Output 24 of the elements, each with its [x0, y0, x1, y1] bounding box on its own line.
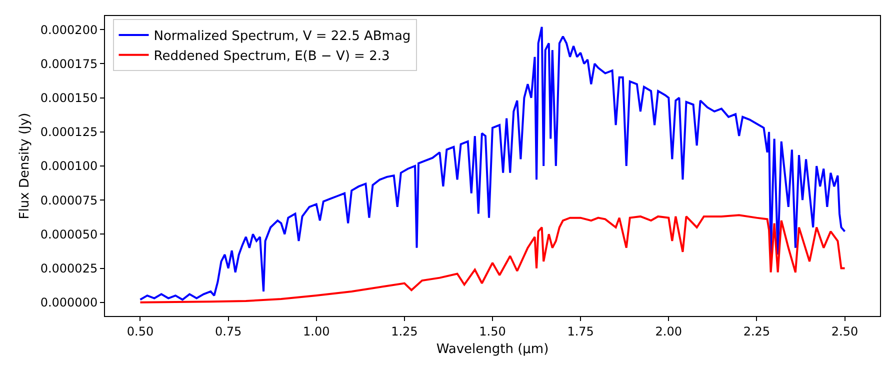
x-tick-label: 1.50 — [479, 324, 506, 338]
x-tick-label: 2.50 — [831, 324, 858, 338]
x-axis-title: Wavelength (μm) — [436, 342, 549, 357]
x-tick-label: 1.25 — [391, 324, 418, 338]
y-tick-label: 0.000025 — [40, 261, 98, 276]
x-tick-label: 1.75 — [567, 324, 594, 338]
line-series — [139, 214, 846, 304]
y-tick-label: 0.000100 — [40, 159, 98, 174]
line-series — [139, 26, 846, 301]
y-tick-label: 0.000200 — [40, 22, 98, 37]
y-tick-label: 0.000075 — [40, 193, 98, 208]
x-tick-label: 1.00 — [303, 324, 330, 338]
y-axis-title: Flux Density (Jy) — [17, 112, 32, 220]
legend-label: Reddened Spectrum, E(B − V) = 2.3 — [154, 48, 390, 64]
y-tick-label: 0.000175 — [40, 56, 98, 71]
y-tick-label: 0.000000 — [40, 296, 98, 310]
y-tick-label: 0.000050 — [40, 227, 98, 242]
x-tick-label: 2.00 — [655, 324, 682, 338]
y-tick-label: 0.000125 — [40, 125, 98, 140]
x-tick-label: 0.50 — [126, 324, 154, 338]
legend-label: Normalized Spectrum, V = 22.5 ABmag — [154, 29, 411, 44]
x-tick-label: 2.25 — [743, 324, 770, 338]
x-tick-label: 0.75 — [214, 324, 242, 338]
y-tick-label: 0.000150 — [40, 91, 98, 106]
